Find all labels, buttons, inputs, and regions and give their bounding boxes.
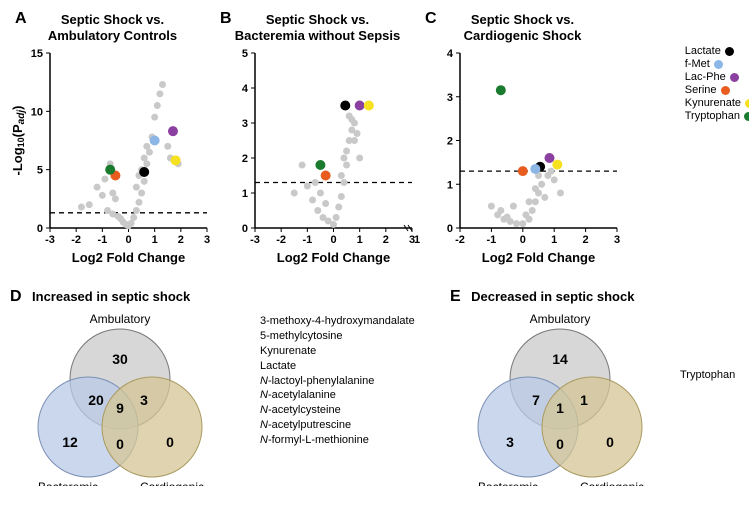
panel-c: C Septic Shock vs. Cardiogenic Shock -2-… bbox=[420, 10, 625, 273]
panel-label-a: A bbox=[15, 10, 27, 28]
volcano-plot-c: -2 -1 0 1 2 3 0 1 2 3 4 Log2 Fold Change bbox=[420, 43, 625, 268]
svg-text:12: 12 bbox=[62, 434, 78, 450]
svg-text:-3: -3 bbox=[45, 234, 55, 246]
svg-text:Bacteremic: Bacteremic bbox=[38, 480, 98, 486]
svg-text:-2: -2 bbox=[455, 234, 465, 246]
color-legend: Lactatef-MetLac-PheSerineKynurenateTrypt… bbox=[685, 45, 749, 123]
svg-text:1: 1 bbox=[551, 234, 557, 246]
svg-text:2: 2 bbox=[447, 136, 453, 148]
svg-text:10: 10 bbox=[31, 107, 43, 119]
svg-text:-1: -1 bbox=[302, 234, 312, 246]
svg-text:1: 1 bbox=[447, 179, 453, 191]
svg-text:2: 2 bbox=[583, 234, 589, 246]
svg-text:0: 0 bbox=[520, 234, 526, 246]
svg-text:Cardiogenic: Cardiogenic bbox=[140, 480, 204, 486]
svg-text:2: 2 bbox=[242, 153, 248, 165]
svg-text:0: 0 bbox=[242, 223, 248, 235]
svg-text:Log2 Fold Change: Log2 Fold Change bbox=[277, 250, 390, 265]
svg-text:3: 3 bbox=[242, 118, 248, 130]
panel-title-b: Septic Shock vs. Bacteremia without Seps… bbox=[215, 12, 420, 43]
volcano-plot-a: -3 -2 -1 0 1 2 3 0 5 10 15 Log2 Fold Change -Log10(P… bbox=[10, 43, 215, 268]
metabolite-list-d: 3-methoxy-4-hydroxymandalate5-methylcyto… bbox=[260, 314, 440, 491]
panel-title-a: Septic Shock vs. Ambulatory Controls bbox=[10, 12, 215, 43]
svg-text:3: 3 bbox=[506, 434, 514, 450]
panel-d: D Increased in septic shock Ambulatory Ba… bbox=[10, 288, 260, 491]
volcano-plot-b: -3-2-10123012345Log2 Fold Change10 bbox=[215, 43, 420, 268]
svg-text:Ambulatory: Ambulatory bbox=[90, 312, 151, 326]
panel-label-e: E bbox=[450, 288, 461, 305]
svg-text:-2: -2 bbox=[276, 234, 286, 246]
svg-text:15: 15 bbox=[31, 48, 43, 60]
panel-label-b: B bbox=[220, 10, 232, 28]
svg-text:3: 3 bbox=[204, 234, 210, 246]
metabolite-list-e: Tryptophan bbox=[680, 368, 735, 491]
svg-text:3: 3 bbox=[447, 92, 453, 104]
panel-title-c: Septic Shock vs. Cardiogenic Shock bbox=[420, 12, 625, 43]
svg-text:0: 0 bbox=[125, 234, 131, 246]
svg-text:0: 0 bbox=[556, 436, 564, 452]
svg-text:-Log10(Padj): -Log10(Padj) bbox=[10, 106, 27, 176]
svg-text:3: 3 bbox=[614, 234, 620, 246]
svg-text:5: 5 bbox=[242, 48, 248, 60]
svg-text:30: 30 bbox=[112, 351, 128, 367]
svg-text:5: 5 bbox=[37, 165, 43, 177]
svg-text:Log2 Fold Change: Log2 Fold Change bbox=[72, 250, 185, 265]
svg-text:7: 7 bbox=[532, 392, 540, 408]
venn-diagram-e: AmbulatoryBacteremicCardiogenic14307101 bbox=[450, 306, 670, 486]
svg-text:1: 1 bbox=[357, 234, 363, 246]
panel-label-d: D bbox=[10, 288, 22, 305]
svg-text:9: 9 bbox=[116, 400, 124, 416]
svg-text:0: 0 bbox=[606, 434, 614, 450]
svg-text:2: 2 bbox=[383, 234, 389, 246]
svg-text:1: 1 bbox=[242, 188, 248, 200]
svg-text:0: 0 bbox=[116, 436, 124, 452]
svg-text:0: 0 bbox=[37, 223, 43, 235]
svg-text:0: 0 bbox=[447, 223, 453, 235]
svg-text:20: 20 bbox=[88, 392, 104, 408]
svg-text:4: 4 bbox=[447, 48, 454, 60]
venn-title-e: Decreased in septic shock bbox=[471, 289, 634, 304]
svg-text:Cardiogenic: Cardiogenic bbox=[580, 480, 644, 486]
volcano-row: A Septic Shock vs. Ambulatory Controls -… bbox=[10, 10, 749, 273]
panel-a: A Septic Shock vs. Ambulatory Controls -… bbox=[10, 10, 215, 273]
svg-text:Log2 Fold Change: Log2 Fold Change bbox=[482, 250, 595, 265]
svg-text:-1: -1 bbox=[487, 234, 497, 246]
svg-text:0: 0 bbox=[330, 234, 336, 246]
figure-root: A Septic Shock vs. Ambulatory Controls -… bbox=[10, 10, 749, 491]
svg-text:-1: -1 bbox=[97, 234, 107, 246]
panel-label-c: C bbox=[425, 10, 437, 28]
svg-text:-2: -2 bbox=[71, 234, 81, 246]
svg-text:1: 1 bbox=[152, 234, 158, 246]
svg-text:1: 1 bbox=[580, 392, 588, 408]
svg-text:1: 1 bbox=[556, 400, 564, 416]
svg-text:2: 2 bbox=[178, 234, 184, 246]
venn-diagram-d: AmbulatoryBacteremicCardiogenic301202030… bbox=[10, 306, 240, 486]
venn-row: D Increased in septic shock Ambulatory Ba… bbox=[10, 288, 749, 491]
svg-text:Bacteremic: Bacteremic bbox=[478, 480, 538, 486]
panel-e: E Decreased in septic shock Ambulatory Ba… bbox=[450, 288, 680, 491]
svg-text:0: 0 bbox=[166, 434, 174, 450]
svg-text:4: 4 bbox=[242, 83, 249, 95]
panel-b: B Septic Shock vs. Bacteremia without Se… bbox=[215, 10, 420, 273]
svg-text:3: 3 bbox=[140, 392, 148, 408]
svg-text:Ambulatory: Ambulatory bbox=[530, 312, 591, 326]
svg-text:-3: -3 bbox=[250, 234, 260, 246]
venn-title-d: Increased in septic shock bbox=[32, 289, 190, 304]
svg-text:14: 14 bbox=[552, 351, 568, 367]
